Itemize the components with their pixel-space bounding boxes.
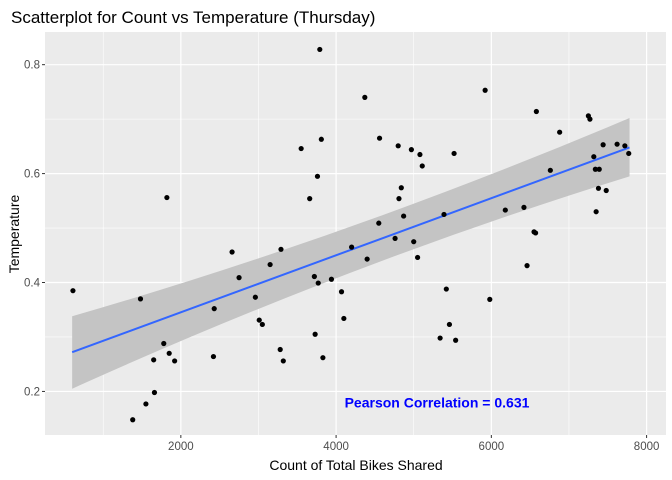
data-point [130, 417, 136, 423]
data-point [415, 254, 421, 261]
confidence-band [72, 118, 630, 389]
data-points [70, 46, 632, 423]
data-point [315, 280, 321, 286]
data-point [151, 357, 157, 363]
data-point [603, 187, 609, 194]
data-point [487, 296, 493, 302]
y-axis-title: Temperature [6, 194, 22, 273]
data-point [298, 145, 304, 152]
data-point [349, 244, 355, 250]
data-point [166, 350, 172, 356]
data-point [376, 135, 383, 141]
data-point [533, 108, 539, 115]
major-gridlines [45, 32, 666, 435]
data-point [312, 331, 318, 337]
data-point [396, 196, 402, 202]
data-point [587, 116, 593, 122]
data-point [453, 337, 459, 343]
data-point [392, 235, 398, 242]
data-point [614, 141, 620, 147]
data-point [143, 401, 149, 407]
confidence-band-layer [72, 118, 630, 389]
y-tick-label: 0.2 [24, 386, 40, 398]
data-point [137, 296, 144, 302]
regression-line [71, 146, 630, 354]
data-point [161, 340, 167, 347]
data-point [318, 136, 324, 142]
data-point [595, 185, 602, 191]
data-point [211, 306, 217, 312]
data-point [419, 163, 425, 169]
data-point [341, 315, 347, 322]
data-point [451, 150, 457, 157]
data-point [328, 276, 335, 282]
data-point [267, 261, 273, 268]
y-tick-label: 0.4 [24, 278, 41, 290]
data-point [364, 256, 370, 262]
x-tick-label: 2000 [168, 441, 194, 453]
data-point [70, 288, 76, 294]
fit-line-layer [71, 146, 630, 354]
data-point [502, 207, 508, 213]
data-point [482, 87, 488, 93]
pearson-correlation-annotation: Pearson Correlation = 0.631 [345, 394, 530, 410]
data-point [229, 249, 235, 255]
data-point [437, 335, 443, 341]
data-point [307, 196, 313, 202]
data-point [446, 321, 453, 328]
data-point [600, 142, 606, 148]
data-point [311, 273, 317, 280]
data-point [320, 355, 326, 361]
data-point [521, 204, 527, 210]
y-axis-ticks: 0.2 0.4 0.6 0.8 [24, 60, 45, 398]
data-point [441, 211, 447, 218]
data-point [280, 358, 286, 364]
x-axis-title: Count of Total Bikes Shared [269, 457, 442, 473]
data-point [236, 275, 242, 281]
data-point [210, 353, 217, 360]
data-point [395, 143, 401, 149]
data-point [411, 239, 417, 245]
x-tick-label: 6000 [479, 441, 505, 453]
data-point [314, 173, 321, 179]
data-point [376, 220, 382, 226]
data-point [524, 263, 530, 269]
y-tick-label: 0.6 [24, 169, 40, 181]
data-point [626, 150, 632, 157]
data-point [338, 289, 345, 295]
data-point [592, 166, 598, 172]
data-point [277, 346, 283, 353]
x-tick-label: 8000 [634, 441, 660, 453]
data-point [172, 358, 178, 364]
data-point [317, 46, 323, 53]
data-point [557, 129, 563, 135]
data-point [164, 194, 170, 201]
data-point [362, 94, 368, 100]
data-point [417, 151, 423, 158]
data-point [547, 167, 553, 173]
data-point [401, 213, 407, 219]
data-point [151, 389, 158, 396]
x-tick-label: 4000 [323, 441, 349, 453]
data-point [278, 246, 284, 252]
data-point [532, 230, 539, 236]
data-point [398, 185, 404, 191]
data-point [622, 143, 628, 149]
data-point [256, 317, 262, 323]
data-point [259, 321, 265, 328]
data-point [443, 286, 449, 292]
y-tick-label: 0.8 [24, 60, 40, 72]
chart-title: Scatterplot for Count vs Temperature (Th… [11, 8, 375, 27]
data-point [408, 147, 414, 153]
data-point [591, 154, 597, 160]
data-point [596, 166, 602, 172]
data-point [252, 294, 258, 300]
data-point [593, 209, 599, 215]
x-axis-ticks: 2000 4000 6000 8000 [168, 435, 659, 453]
